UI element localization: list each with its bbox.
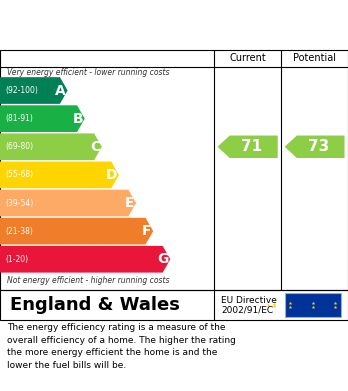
Text: (55-68): (55-68): [5, 170, 33, 179]
Text: Not energy efficient - higher running costs: Not energy efficient - higher running co…: [7, 276, 169, 285]
Text: 71: 71: [241, 139, 262, 154]
Text: 2002/91/EC: 2002/91/EC: [221, 306, 273, 315]
Text: B: B: [72, 112, 83, 126]
Polygon shape: [0, 190, 136, 216]
Polygon shape: [0, 105, 85, 132]
Text: (39-54): (39-54): [5, 199, 33, 208]
Polygon shape: [285, 136, 345, 158]
Text: EU Directive: EU Directive: [221, 296, 277, 305]
Text: E: E: [125, 196, 134, 210]
Polygon shape: [0, 77, 68, 104]
Polygon shape: [0, 218, 153, 244]
Text: Energy Efficiency Rating: Energy Efficiency Rating: [10, 18, 232, 32]
Text: The energy efficiency rating is a measure of the
overall efficiency of a home. T: The energy efficiency rating is a measur…: [7, 323, 236, 370]
Text: 73: 73: [308, 139, 329, 154]
Text: D: D: [106, 168, 117, 182]
Text: C: C: [90, 140, 100, 154]
Text: F: F: [142, 224, 151, 238]
Text: (1-20): (1-20): [5, 255, 28, 264]
Polygon shape: [218, 136, 278, 158]
Polygon shape: [0, 161, 119, 188]
Text: Potential: Potential: [293, 54, 336, 63]
Text: Very energy efficient - lower running costs: Very energy efficient - lower running co…: [7, 68, 169, 77]
Polygon shape: [0, 133, 102, 160]
Text: (69-80): (69-80): [5, 142, 33, 151]
Text: (21-38): (21-38): [5, 227, 33, 236]
Text: England & Wales: England & Wales: [10, 296, 180, 314]
Bar: [285, 293, 341, 317]
Text: (81-91): (81-91): [5, 114, 33, 123]
Text: G: G: [157, 252, 168, 266]
Text: Current: Current: [229, 54, 266, 63]
Polygon shape: [0, 246, 170, 273]
Text: (92-100): (92-100): [5, 86, 38, 95]
Text: A: A: [55, 84, 66, 97]
